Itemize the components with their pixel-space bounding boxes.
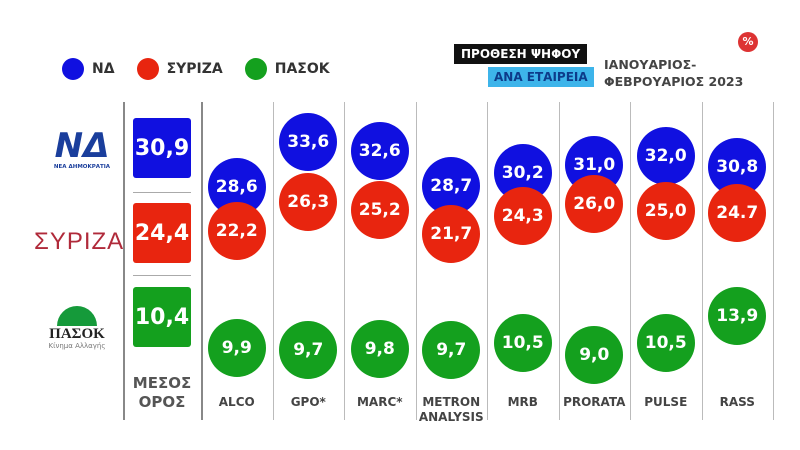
data-point: 21,7 [422,205,481,264]
data-point: 32,6 [350,122,409,180]
average-pasok: 10,4 [133,287,191,347]
category-label-line: METRON [422,395,481,409]
legend-label: ΣΥΡΙΖΑ [166,61,223,77]
divider [773,102,774,420]
data-point: 10,5 [636,314,695,373]
sun-icon [57,306,97,326]
subtitle-tag: ΑΝΑ ΕΤΑΙΡΕΙΑ [488,67,594,87]
data-point: 9,7 [422,320,481,379]
category-label-line: PRORATA [563,395,626,409]
category-label-line: PULSE [644,395,688,409]
data-point: 9,8 [350,319,409,378]
pasok-logo-mark: ΠΑΣΟΚ [49,326,105,342]
legend-item-pasok: ΠΑΣΟΚ [244,58,330,80]
divider [487,102,488,420]
legend-dot [136,58,159,80]
divider [272,102,274,420]
category-label-line: MRB [507,395,538,409]
average-label-line: ΜΕΣΟΣ [132,374,192,392]
average-label-line: ΟΡΟΣ [138,393,186,411]
data-point: 32,0 [636,127,695,186]
nd-logo: ΝΔ ΝΕΑ ΔΗΜΟΚΡΑΤΙΑ [52,128,112,170]
data-point: 26,3 [279,173,338,231]
category-label: MRB [487,395,559,410]
average-label: ΜΕΣΟΣ ΟΡΟΣ [125,374,199,412]
category-label-line: GPO* [290,395,326,409]
nd-logo-mark: ΝΔ [54,126,110,166]
legend-dot [244,58,267,80]
category-label-line: RASS [719,395,755,409]
data-point: 24.7 [708,184,767,243]
legend-dot [62,58,84,80]
data-point: 13,9 [708,287,767,345]
divider [344,102,345,420]
category-label: RASS [701,395,773,410]
divider [558,102,560,420]
divider [630,102,631,420]
category-label-line: ANALYSIS [418,410,484,424]
pasok-logo: ΠΑΣΟΚ Κίνημα Αλλαγής [46,306,108,350]
pasok-logo-sub: Κίνημα Αλλαγής [48,342,106,350]
syriza-logo: ΣΥΡΙΖΑ [34,228,124,256]
category-label: GPO* [272,395,344,410]
data-point: 9,7 [279,320,338,379]
nd-logo-sub: ΝΕΑ ΔΗΜΟΚΡΑΤΙΑ [53,164,111,170]
category-label: ALCO [201,395,273,410]
category-label: MARC* [344,395,416,410]
data-point: 30,8 [708,138,767,197]
category-label-line: MARC* [356,395,403,409]
average-nd: 30,9 [133,118,191,178]
data-point: 9,0 [565,326,624,385]
syriza-logo-mark: ΣΥΡΙΖΑ [34,228,125,255]
category-label-line: ALCO [218,395,255,409]
divider [201,102,203,420]
title-tag: ΠΡΟΘΕΣΗ ΨΗΦΟΥ [454,44,588,64]
legend-item-syriza: ΣΥΡΙΖΑ [136,58,223,80]
legend: ΝΔ ΣΥΡΙΖΑ ΠΑΣΟΚ [62,58,330,80]
divider [123,102,125,420]
legend-item-nd: ΝΔ [62,58,115,80]
data-point: 22,2 [207,201,266,260]
period-line: ΦΕΒΡΟΥΑΡΙΟΣ 2023 [604,74,744,89]
divider [133,275,191,276]
data-point: 25,0 [636,182,695,241]
data-point: 24,3 [493,187,552,245]
category-label: PRORATA [558,395,630,410]
data-point: 25,2 [350,180,409,239]
period: ΙΑΝΟΥΑΡΙΟΣ- ΦΕΒΡΟΥΑΡΙΟΣ 2023 [604,56,743,90]
percent-badge: % [738,32,758,52]
average-syriza: 24,4 [133,203,191,263]
data-point: 10,5 [493,314,552,373]
data-point: 9,9 [207,319,266,377]
category-label: METRON ANALYSIS [415,395,487,425]
period-line: ΙΑΝΟΥΑΡΙΟΣ- [604,57,697,72]
legend-label: ΠΑΣΟΚ [274,61,330,77]
divider [415,102,417,420]
divider [701,102,703,420]
category-label: PULSE [630,395,702,410]
data-point: 33,6 [279,113,338,171]
legend-label: ΝΔ [92,61,115,77]
data-point: 26,0 [565,175,624,234]
divider [133,192,191,193]
